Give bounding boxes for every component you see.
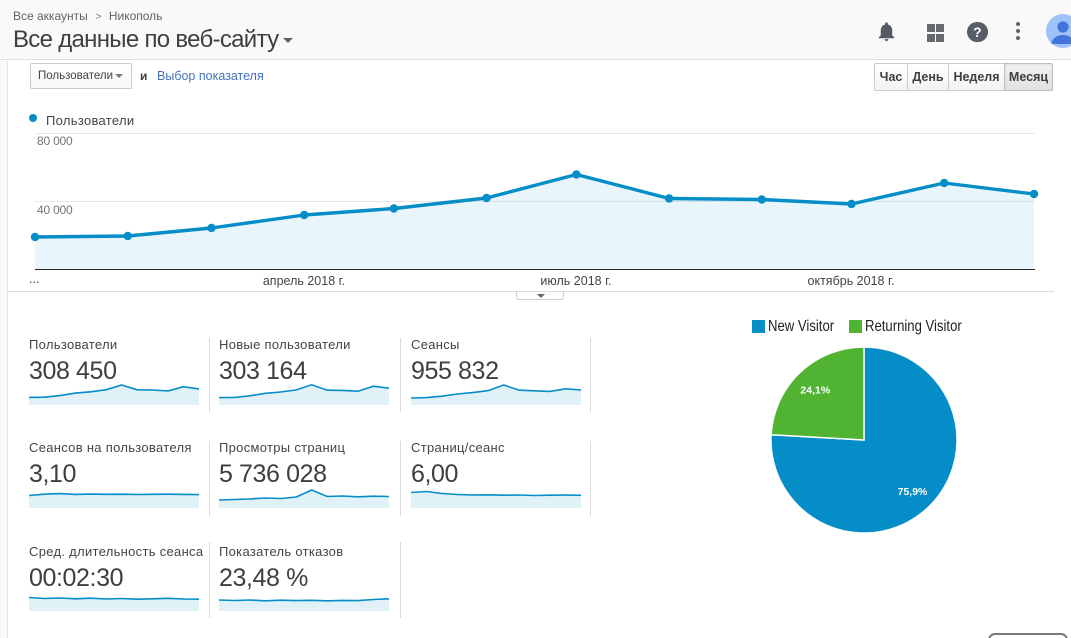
- svg-text:75,9%: 75,9%: [898, 486, 928, 498]
- svg-text:24,1%: 24,1%: [800, 385, 830, 397]
